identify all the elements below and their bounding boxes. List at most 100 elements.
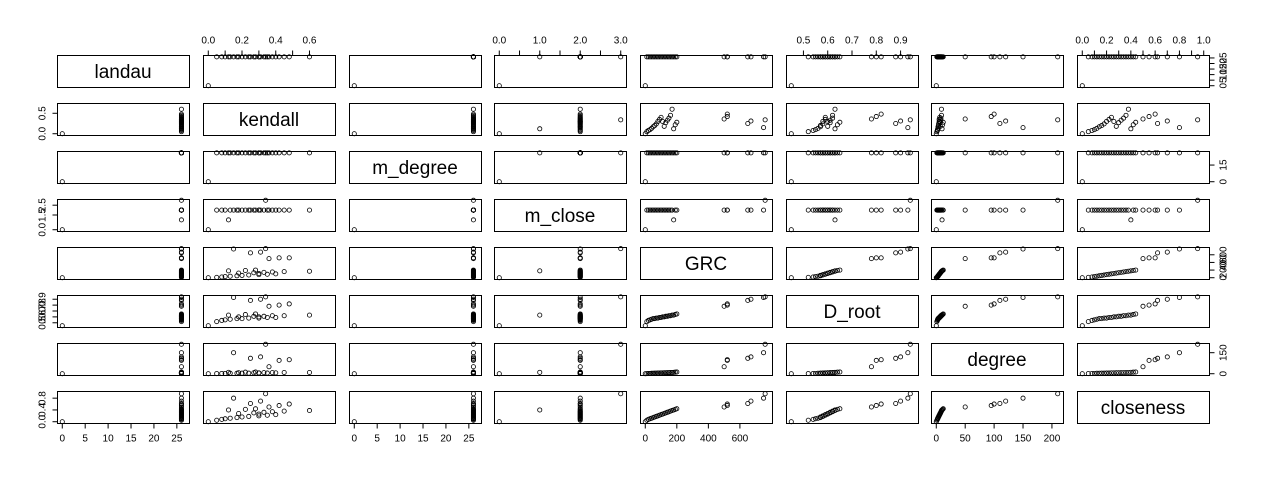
data-point xyxy=(988,207,994,213)
data-point xyxy=(470,395,476,401)
data-point xyxy=(470,106,476,112)
data-point xyxy=(672,150,678,156)
data-point xyxy=(269,370,275,376)
data-point xyxy=(815,273,821,279)
data-point xyxy=(813,207,819,213)
panel-frame xyxy=(1077,151,1210,184)
data-point xyxy=(830,115,836,121)
data-point xyxy=(577,350,583,356)
data-point xyxy=(470,311,476,317)
data-point xyxy=(1094,150,1100,156)
data-point xyxy=(873,357,879,363)
data-point xyxy=(905,207,911,213)
panel-closeness-vs-degree xyxy=(931,391,1064,425)
data-point xyxy=(761,150,767,156)
data-point xyxy=(286,150,292,156)
data-point xyxy=(997,207,1003,213)
data-point xyxy=(1106,54,1112,60)
y-tick-label: 0.0 xyxy=(38,222,49,236)
data-point xyxy=(1104,370,1110,376)
data-point xyxy=(276,207,282,213)
panel-landau-vs-kendall xyxy=(203,54,336,89)
panel-frame xyxy=(640,103,773,136)
data-point xyxy=(1104,272,1110,278)
panel-frame xyxy=(57,55,190,88)
data-point xyxy=(991,54,997,60)
data-point xyxy=(1079,371,1085,377)
top-tick-label: 0.0 xyxy=(492,36,506,47)
top-tick-label: 0.8 xyxy=(869,36,883,47)
x-tick-label: 25 xyxy=(171,434,183,445)
data-point xyxy=(1146,255,1152,261)
data-point xyxy=(805,129,811,135)
data-point xyxy=(810,207,816,213)
data-point xyxy=(822,54,828,60)
panel-frame xyxy=(203,103,336,136)
data-point xyxy=(1164,207,1170,213)
data-point xyxy=(745,355,751,361)
data-point xyxy=(815,207,821,213)
data-point xyxy=(276,357,282,363)
data-point xyxy=(618,117,624,123)
data-point xyxy=(962,207,968,213)
data-point xyxy=(649,54,655,60)
data-point xyxy=(577,355,583,361)
data-point xyxy=(663,54,669,60)
data-point xyxy=(1128,369,1134,375)
panel-frame xyxy=(786,343,919,376)
data-point xyxy=(650,54,656,60)
data-point xyxy=(820,413,826,419)
right-tick-label: 150 xyxy=(1219,344,1230,361)
data-point xyxy=(276,255,282,261)
panel-landau-vs-degree xyxy=(931,54,1064,89)
data-point xyxy=(878,207,884,213)
panel-frame xyxy=(57,343,190,376)
data-point xyxy=(664,370,670,376)
data-point xyxy=(1140,256,1146,262)
data-point xyxy=(59,371,65,377)
right-tick-label: 0 xyxy=(1219,83,1230,89)
data-point xyxy=(647,207,653,213)
data-point xyxy=(650,150,656,156)
panel-m-degree-vs-m-close xyxy=(494,150,627,185)
data-point xyxy=(658,207,664,213)
data-point xyxy=(222,207,228,213)
data-point xyxy=(940,406,946,412)
data-point xyxy=(1113,270,1119,276)
data-point xyxy=(761,125,767,131)
data-point xyxy=(997,400,1003,406)
data-point xyxy=(832,106,838,112)
data-point xyxy=(666,207,672,213)
data-point xyxy=(1096,124,1102,130)
data-point xyxy=(656,314,662,320)
data-point xyxy=(261,409,267,415)
data-point xyxy=(219,274,225,280)
panel-frame xyxy=(640,247,773,280)
data-point xyxy=(1055,197,1061,203)
data-point xyxy=(652,207,658,213)
data-point xyxy=(997,54,1003,60)
data-point xyxy=(671,369,677,375)
panel-kendall-vs-d-root xyxy=(786,103,919,137)
panel-frame xyxy=(203,55,336,88)
data-point xyxy=(214,54,220,60)
data-point xyxy=(663,207,669,213)
data-point xyxy=(668,369,674,375)
data-point xyxy=(724,114,730,120)
right-tick-label: 15 xyxy=(1219,159,1230,171)
data-point xyxy=(242,267,248,273)
data-point xyxy=(470,255,476,261)
panel-degree-vs-d-root xyxy=(786,341,919,377)
variable-label-kendall: kendall xyxy=(239,110,299,131)
data-point xyxy=(281,54,287,60)
panel-frame xyxy=(494,55,627,88)
panel-degree-vs-kendall xyxy=(203,341,336,377)
data-point xyxy=(222,274,228,280)
data-point xyxy=(805,207,811,213)
data-point xyxy=(652,370,658,376)
data-point xyxy=(263,150,269,156)
data-point xyxy=(496,179,502,185)
data-point xyxy=(263,246,269,252)
data-point xyxy=(1096,207,1102,213)
